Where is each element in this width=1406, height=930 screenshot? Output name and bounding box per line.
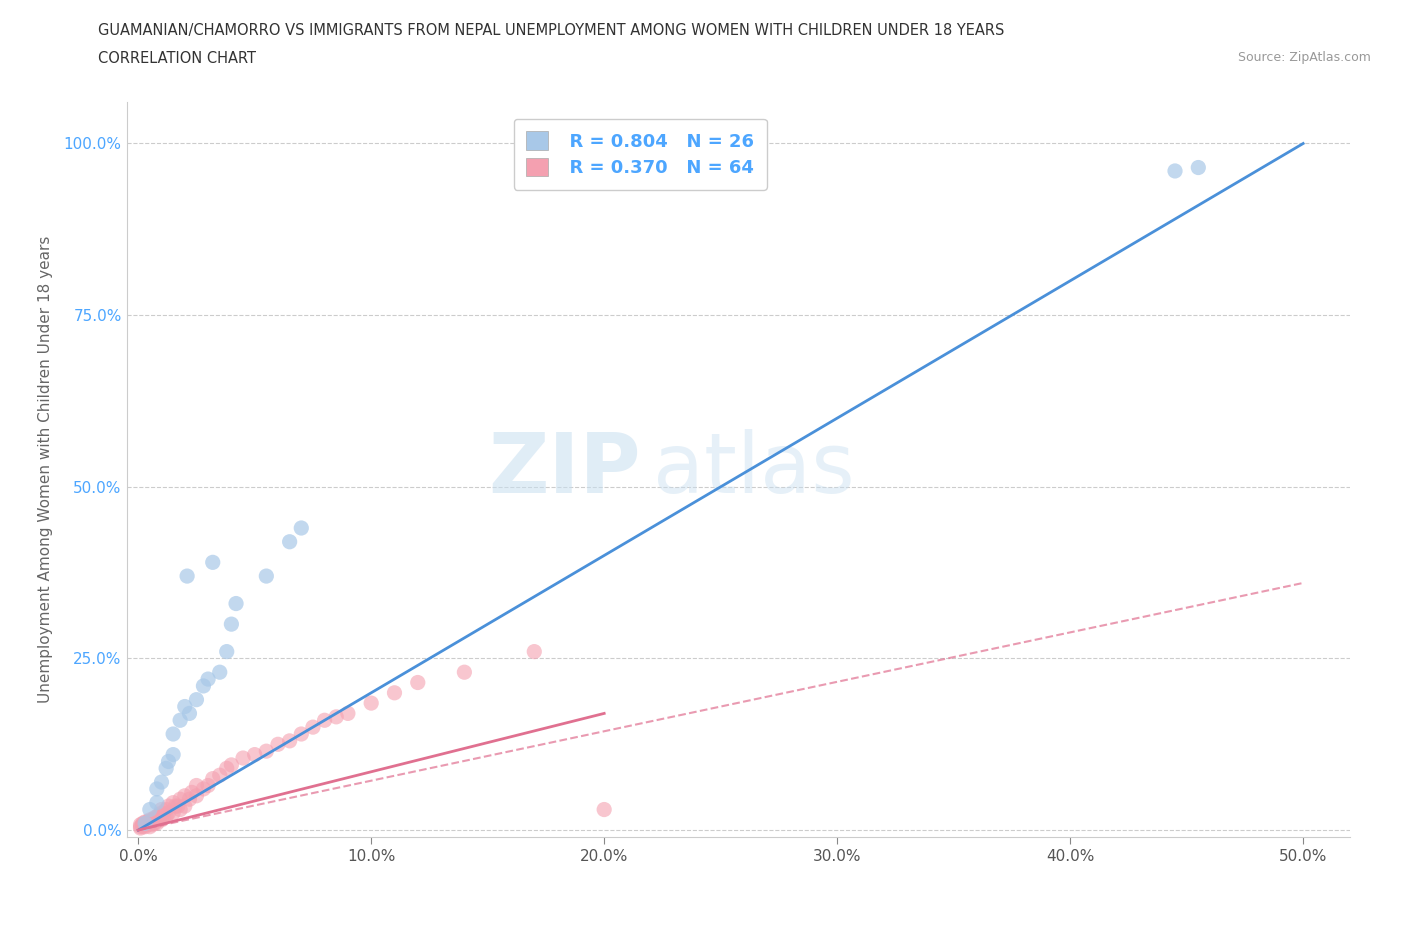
Point <box>150 802 173 817</box>
Point <box>141 817 163 832</box>
Point <box>162 795 184 810</box>
Point <box>221 757 243 772</box>
Point <box>134 819 156 834</box>
Point <box>132 817 155 832</box>
Point <box>162 805 184 820</box>
Point <box>406 675 429 690</box>
Point <box>129 819 152 834</box>
Point <box>232 751 254 765</box>
Point <box>134 815 156 830</box>
Point <box>201 555 224 570</box>
Point <box>157 805 180 820</box>
Point <box>197 778 219 793</box>
Point <box>139 802 162 817</box>
Point <box>157 799 180 814</box>
Point <box>186 692 208 707</box>
Point <box>146 809 169 824</box>
Point <box>173 799 195 814</box>
Point <box>254 744 277 759</box>
Point <box>150 805 173 820</box>
Point <box>1164 164 1187 179</box>
Point <box>593 802 616 817</box>
Point <box>186 789 208 804</box>
Point <box>146 781 169 796</box>
Point <box>453 665 475 680</box>
Point <box>243 747 266 762</box>
Point <box>302 720 325 735</box>
Point <box>193 679 215 694</box>
Point <box>136 817 159 832</box>
Point <box>325 710 347 724</box>
Point <box>153 809 176 824</box>
Point <box>278 535 301 550</box>
Point <box>360 696 382 711</box>
Point <box>179 791 201 806</box>
Text: GUAMANIAN/CHAMORRO VS IMMIGRANTS FROM NEPAL UNEMPLOYMENT AMONG WOMEN WITH CHILDR: GUAMANIAN/CHAMORRO VS IMMIGRANTS FROM NE… <box>98 23 1005 38</box>
Point <box>129 820 152 835</box>
Y-axis label: Unemployment Among Women with Children Under 18 years: Unemployment Among Women with Children U… <box>38 236 52 703</box>
Point <box>215 644 238 659</box>
Point <box>267 737 290 751</box>
Point <box>155 809 177 824</box>
Point <box>254 568 277 583</box>
Point <box>146 795 169 810</box>
Point <box>136 815 159 830</box>
Point <box>165 799 187 814</box>
Text: Source: ZipAtlas.com: Source: ZipAtlas.com <box>1237 51 1371 64</box>
Point <box>208 665 231 680</box>
Text: ZIP: ZIP <box>488 429 640 511</box>
Point <box>162 726 184 741</box>
Point <box>278 734 301 749</box>
Point <box>162 747 184 762</box>
Point <box>155 802 177 817</box>
Point <box>197 671 219 686</box>
Point <box>215 761 238 776</box>
Point <box>150 775 173 790</box>
Point <box>143 810 166 825</box>
Point <box>314 712 336 727</box>
Point <box>169 712 191 727</box>
Point <box>221 617 243 631</box>
Point <box>157 754 180 769</box>
Point <box>139 813 162 828</box>
Point <box>166 799 188 814</box>
Point <box>148 807 170 822</box>
Point <box>129 817 152 832</box>
Point <box>139 819 162 834</box>
Point <box>169 791 191 806</box>
Point <box>146 816 169 830</box>
Point <box>134 817 156 832</box>
Point <box>139 816 162 830</box>
Point <box>150 813 173 828</box>
Point <box>208 768 231 783</box>
Point <box>173 699 195 714</box>
Point <box>180 785 202 800</box>
Point <box>225 596 247 611</box>
Point <box>193 781 215 796</box>
Point <box>201 771 224 786</box>
Point <box>155 761 177 776</box>
Text: CORRELATION CHART: CORRELATION CHART <box>98 51 256 66</box>
Point <box>186 778 208 793</box>
Point <box>169 802 191 817</box>
Point <box>132 819 155 834</box>
Point <box>141 813 163 828</box>
Point <box>179 706 201 721</box>
Point <box>1187 160 1209 175</box>
Point <box>336 706 359 721</box>
Point <box>384 685 406 700</box>
Text: atlas: atlas <box>652 429 855 511</box>
Point <box>176 568 198 583</box>
Point <box>290 726 312 741</box>
Legend:   R = 0.804   N = 26,   R = 0.370   N = 64: R = 0.804 N = 26, R = 0.370 N = 64 <box>513 119 766 190</box>
Point <box>148 813 170 828</box>
Point <box>290 521 312 536</box>
Point <box>134 816 156 830</box>
Point <box>173 789 195 804</box>
Point <box>143 816 166 830</box>
Point <box>132 816 155 830</box>
Point <box>523 644 546 659</box>
